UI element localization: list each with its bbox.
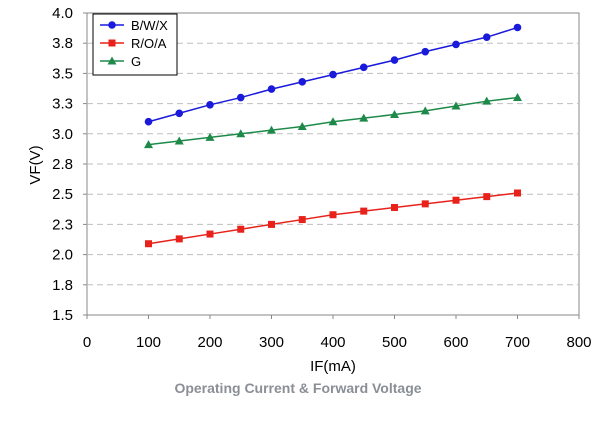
data-point (174, 136, 184, 145)
y-tick-label: 4.0 (52, 5, 73, 22)
data-point (206, 230, 214, 238)
legend-item: B/W/X (100, 18, 168, 33)
legend-label: B/W/X (131, 18, 168, 33)
legend-marker (107, 56, 117, 65)
data-point (483, 193, 491, 201)
y-tick-label: 2.0 (52, 247, 73, 264)
data-point (145, 240, 152, 248)
data-point (391, 203, 398, 211)
data-point (359, 113, 369, 122)
x-tick-labels: 0 100 200 300 400 500 600 700 800 (83, 315, 592, 351)
legend-marker (108, 21, 116, 29)
x-axis-label: IF(mA) (310, 358, 356, 375)
data-point (359, 63, 368, 72)
data-point (452, 40, 460, 49)
data-point (175, 235, 183, 243)
data-point (205, 132, 215, 141)
y-tick-label: 3.5 (52, 65, 73, 82)
data-point (482, 33, 491, 41)
data-point (451, 101, 461, 110)
data-point (329, 70, 337, 79)
y-tick-labels: 4.0 3.8 3.5 3.3 3.0 2.8 2.5 2.3 2.0 1.8 1.5 (52, 5, 87, 324)
legend-item: R/O/A (100, 36, 167, 51)
series-b-w-x (144, 23, 522, 126)
legend-item: G (100, 54, 141, 69)
y-tick-label: 2.3 (52, 216, 73, 233)
data-point (268, 220, 275, 228)
legend-marker (108, 39, 116, 47)
legend-label: R/O/A (131, 36, 167, 51)
series-r-o-a (145, 189, 521, 248)
y-tick-label: 3.3 (52, 96, 73, 113)
x-tick-label: 400 (320, 334, 345, 351)
data-point (482, 96, 492, 105)
data-point (513, 93, 522, 102)
data-point (175, 109, 184, 118)
y-tick-label: 1.5 (52, 307, 73, 324)
data-point (421, 47, 430, 56)
chart-caption: Operating Current & Forward Voltage (174, 380, 422, 396)
data-point (267, 85, 276, 93)
series-layer (144, 23, 522, 248)
data-point (298, 216, 306, 224)
x-tick-label: 600 (443, 334, 468, 351)
y-tick-label: 3.8 (52, 35, 73, 52)
legend-box (92, 13, 178, 76)
legend: B/W/X R/O/A G (92, 13, 178, 76)
y-axis-label: VF(V) (27, 145, 44, 184)
data-point (297, 122, 307, 131)
x-tick-label: 800 (566, 334, 591, 351)
data-point (237, 225, 245, 233)
data-point (329, 211, 337, 219)
data-point (360, 207, 368, 215)
data-point (298, 78, 307, 86)
x-tick-label: 100 (136, 334, 161, 351)
x-tick-label: 300 (259, 334, 284, 351)
x-tick-label: 200 (197, 334, 222, 351)
data-point (514, 189, 521, 197)
data-point (267, 125, 276, 134)
data-point (236, 129, 246, 138)
data-point (452, 196, 460, 204)
data-point (390, 56, 399, 64)
data-point (328, 117, 338, 126)
x-tick-label: 500 (382, 334, 407, 351)
x-tick-label: 700 (505, 334, 530, 351)
legend-label: G (131, 54, 141, 69)
y-tick-label: 2.5 (52, 186, 73, 203)
x-tick-label: 0 (83, 334, 91, 351)
data-point (513, 23, 522, 32)
data-point (420, 106, 430, 115)
y-tick-label: 1.8 (52, 277, 73, 294)
series-g (144, 93, 522, 149)
data-point (144, 140, 153, 149)
data-point (421, 200, 429, 208)
y-tick-label: 2.8 (52, 156, 73, 173)
data-point (144, 117, 153, 126)
y-tick-label: 3.0 (52, 126, 73, 143)
data-point (206, 101, 214, 109)
data-point (390, 109, 399, 118)
data-point (236, 93, 245, 102)
